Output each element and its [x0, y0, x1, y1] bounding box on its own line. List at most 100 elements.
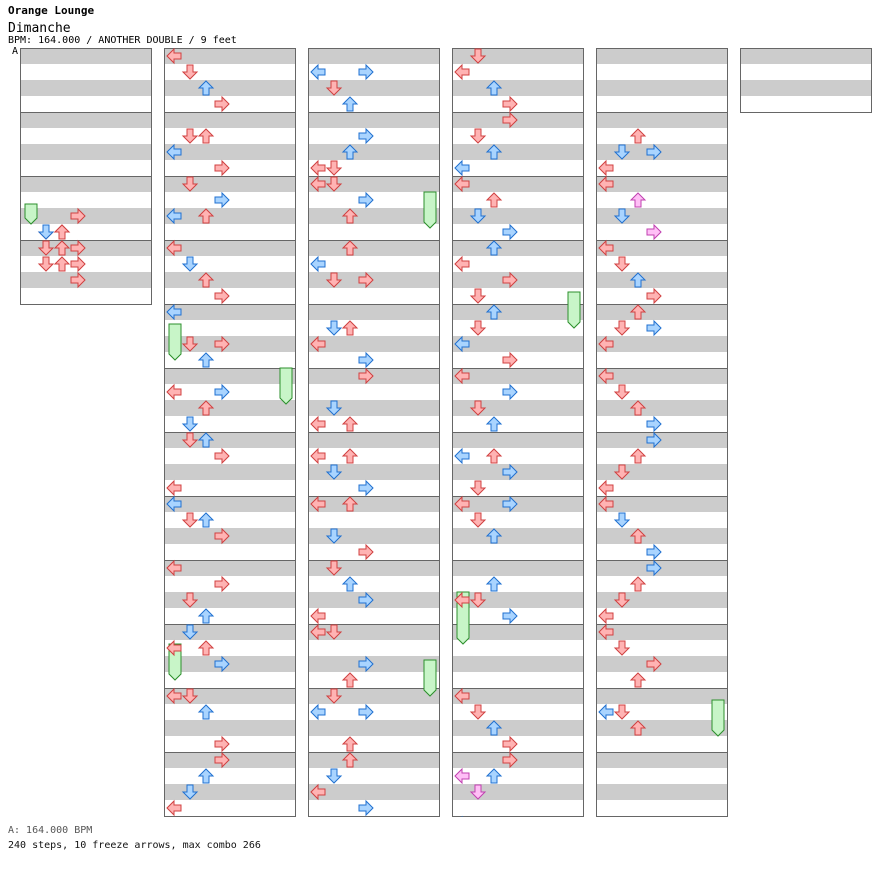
beat-stripe [452, 48, 584, 64]
beat-stripe [308, 608, 440, 624]
chart-info: BPM: 164.000 / ANOTHER DOUBLE / 9 feet [8, 35, 237, 46]
beat-stripe [308, 288, 440, 304]
beat-stripe [164, 528, 296, 544]
beat-stripe [452, 336, 584, 352]
step-arrow-left [454, 767, 470, 785]
beat-stripe [740, 96, 872, 112]
beat-stripe [596, 768, 728, 784]
beat-stripe [308, 112, 440, 128]
beat-stripe [596, 608, 728, 624]
step-arrow-up [197, 704, 215, 720]
beat-stripe [20, 112, 152, 128]
beat-stripe [308, 512, 440, 528]
step-arrow-up [197, 352, 215, 368]
beat-stripe [596, 528, 728, 544]
beat-stripe [20, 208, 152, 224]
step-arrow-left [454, 447, 470, 465]
step-arrow-down [613, 704, 631, 720]
beat-stripe [596, 48, 728, 64]
beat-stripe [164, 416, 296, 432]
step-arrow-right [70, 271, 86, 289]
beat-stripe [452, 480, 584, 496]
step-arrow-down [181, 176, 199, 192]
beat-stripe [596, 464, 728, 480]
step-arrow-up [629, 192, 647, 208]
beat-stripe [596, 368, 728, 384]
beat-stripe [452, 64, 584, 80]
step-arrow-down [181, 432, 199, 448]
step-arrow-left [310, 447, 326, 465]
step-arrow-right [502, 111, 518, 129]
step-arrow-right [646, 543, 662, 561]
beat-stripe [308, 352, 440, 368]
step-arrow-down [613, 320, 631, 336]
step-arrow-right [358, 479, 374, 497]
step-arrow-right [214, 383, 230, 401]
step-arrow-down [613, 384, 631, 400]
step-arrow-down [325, 560, 343, 576]
beat-stripe [164, 64, 296, 80]
step-arrow-left [454, 335, 470, 353]
step-arrow-right [502, 95, 518, 113]
beat-stripe [308, 624, 440, 640]
beat-stripe [452, 400, 584, 416]
step-arrow-up [341, 752, 359, 768]
beat-stripe [164, 720, 296, 736]
step-arrow-up [53, 224, 71, 240]
beat-stripe [452, 272, 584, 288]
measure-column-svg [740, 48, 872, 113]
step-arrow-right [214, 95, 230, 113]
beat-stripe [164, 576, 296, 592]
beat-stripe [452, 720, 584, 736]
beat-stripe [596, 400, 728, 416]
beat-stripe [164, 688, 296, 704]
beat-stripe [596, 128, 728, 144]
beat-stripe [164, 608, 296, 624]
beat-stripe [164, 672, 296, 688]
beat-stripe [20, 48, 152, 64]
step-arrow-down [37, 240, 55, 256]
beat-stripe [596, 80, 728, 96]
step-arrow-down [325, 400, 343, 416]
step-arrow-up [485, 144, 503, 160]
step-arrow-right [358, 127, 374, 145]
beat-stripe [308, 720, 440, 736]
step-arrow-down [613, 512, 631, 528]
beat-stripe [740, 64, 872, 80]
beat-stripe [308, 304, 440, 320]
step-arrow-left [598, 175, 614, 193]
beat-stripe [596, 672, 728, 688]
beat-stripe [596, 272, 728, 288]
measure-column-6 [740, 48, 872, 113]
step-arrow-right [502, 271, 518, 289]
beat-stripe [452, 624, 584, 640]
beat-stripe [164, 544, 296, 560]
step-arrow-down [325, 272, 343, 288]
step-arrow-down [613, 256, 631, 272]
step-arrow-right [358, 191, 374, 209]
step-arrow-up [485, 240, 503, 256]
beat-stripe [452, 208, 584, 224]
step-arrow-left [310, 495, 326, 513]
beat-stripe [308, 576, 440, 592]
beat-stripe [164, 368, 296, 384]
beat-stripe [164, 96, 296, 112]
step-arrow-up [341, 416, 359, 432]
step-arrow-up [197, 128, 215, 144]
step-arrow-left [166, 559, 182, 577]
step-arrow-right [502, 351, 518, 369]
beat-stripe [164, 224, 296, 240]
step-arrow-up [629, 528, 647, 544]
step-arrow-left [454, 495, 470, 513]
step-arrow-down [613, 144, 631, 160]
beat-stripe [596, 704, 728, 720]
step-arrow-right [214, 575, 230, 593]
measure-column-1 [20, 48, 152, 305]
beat-stripe [452, 592, 584, 608]
measure-column-5 [596, 48, 728, 817]
beat-stripe [596, 512, 728, 528]
beat-stripe [452, 192, 584, 208]
beat-stripe [308, 640, 440, 656]
beat-stripe [308, 656, 440, 672]
beat-stripe [164, 400, 296, 416]
